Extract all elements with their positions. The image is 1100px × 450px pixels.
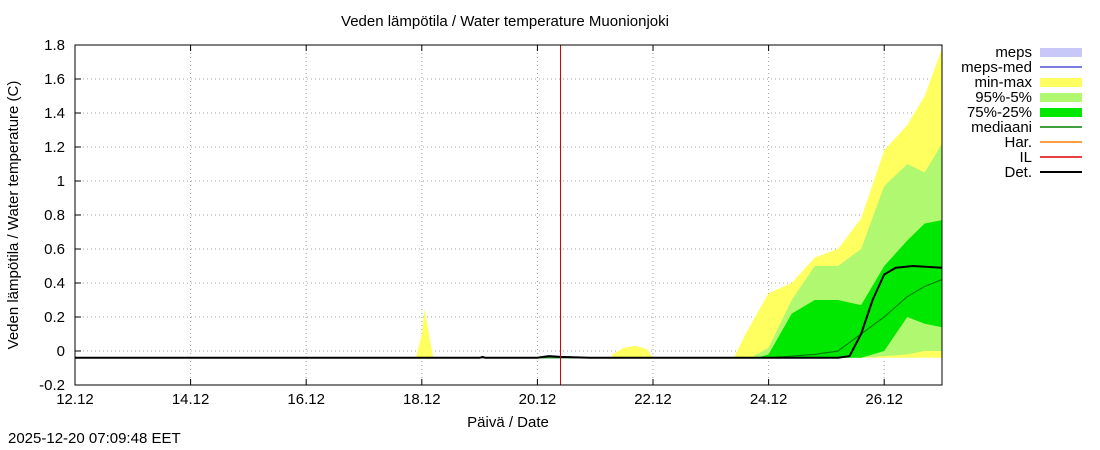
legend-swatch (1040, 93, 1082, 102)
legend-swatch (1040, 78, 1082, 87)
y-axis-label: Veden lämpötila / Water temperature (C) (5, 81, 22, 350)
x-tick-label: 22.12 (634, 391, 672, 408)
legend-label: Har. (1004, 134, 1032, 151)
y-tick-labels: -0.2 0 0.2 0.4 0.6 0.8 1 1.2 1.4 1.6 1.8 (39, 37, 65, 394)
x-tick-label: 12.12 (56, 391, 94, 408)
x-tick-label: 18.12 (403, 391, 441, 408)
x-tick-label: 20.12 (519, 391, 557, 408)
legend-label: mediaani (971, 119, 1032, 136)
y-tick-label: 1.6 (44, 71, 65, 88)
x-axis-label: Päivä / Date (467, 414, 549, 431)
legend-label: min-max (974, 74, 1032, 91)
band-75-25 (757, 220, 942, 358)
chart-title: Veden lämpötila / Water temperature Muon… (341, 13, 669, 30)
legend-label: 95%-5% (975, 89, 1032, 106)
legend-label: meps-med (961, 59, 1032, 76)
legend-swatch (1040, 48, 1082, 57)
x-tick-label: 16.12 (287, 391, 325, 408)
legend-label: IL (1019, 149, 1032, 166)
y-tick-label: -0.2 (39, 377, 65, 394)
legend-swatch (1040, 108, 1082, 117)
band-layer (416, 48, 942, 358)
legend-label: 75%-25% (967, 104, 1032, 121)
y-tick-label: 1.8 (44, 37, 65, 54)
y-tick-label: 1 (57, 173, 65, 190)
y-tick-label: 0 (57, 343, 65, 360)
legend-label: Det. (1004, 164, 1032, 181)
x-tick-label: 24.12 (750, 391, 788, 408)
line-layer (75, 265, 943, 359)
y-tick-label: 1.4 (44, 105, 65, 122)
y-tick-label: 0.2 (44, 309, 65, 326)
line-det (75, 265, 943, 359)
y-tick-label: 0.4 (44, 275, 65, 292)
y-tick-label: 0.6 (44, 241, 65, 258)
timestamp: 2025-12-20 07:09:48 EET (8, 430, 181, 447)
legend: mepsmeps-medmin-max95%-5%75%-25%mediaani… (961, 44, 1082, 181)
x-tick-label: 14.12 (172, 391, 210, 408)
x-tick-labels: 12.12 14.12 16.12 18.12 20.12 22.12 24.12 26.12 (56, 391, 903, 408)
y-tick-label: 0.8 (44, 207, 65, 224)
band-min-max (612, 345, 653, 358)
y-tick-label: 1.2 (44, 139, 65, 156)
x-tick-label: 26.12 (865, 391, 903, 408)
band-min-max (416, 308, 434, 358)
plot-frame (74, 44, 943, 386)
legend-label: meps (995, 44, 1032, 61)
